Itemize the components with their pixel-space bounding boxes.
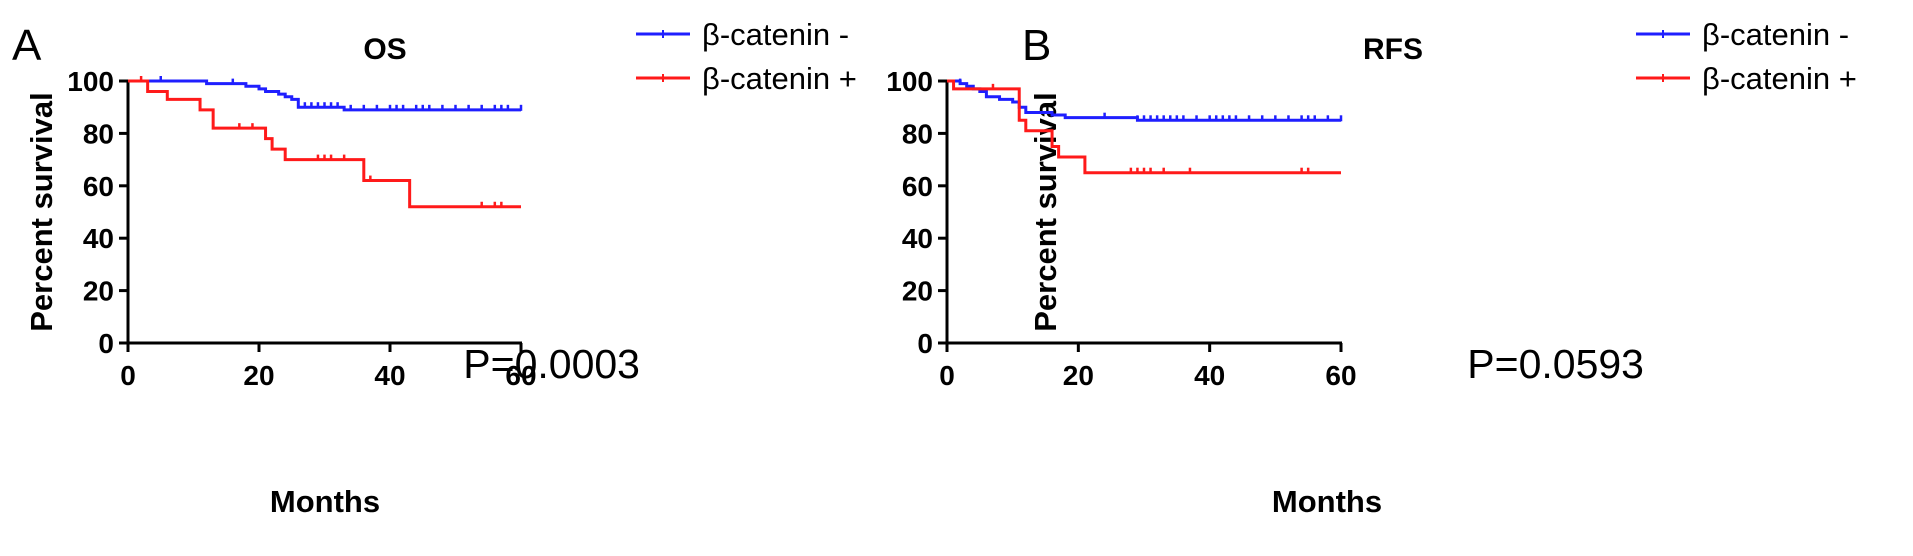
y-tick-label: 0: [917, 328, 933, 359]
legend-label-pos: β-catenin +: [1702, 61, 1857, 96]
y-tick-label: 0: [98, 328, 114, 359]
y-tick-label: 40: [83, 223, 114, 254]
p-value-annotation: P=0.0003: [463, 341, 640, 387]
y-tick-label: 40: [902, 223, 933, 254]
y-tick-label: 20: [902, 276, 933, 307]
km-curve-positive: [128, 79, 521, 209]
x-tick-label: 40: [1194, 360, 1225, 391]
x-tick-label: 60: [1325, 360, 1356, 391]
plot-area: 0 20 40 60 80 100 0 20 40 60: [67, 66, 536, 391]
panel-os: A OS Percent survival Months P=0.0003 β-…: [12, 17, 857, 519]
x-axis-label: Months: [270, 484, 380, 519]
x-axis-label: Months: [1272, 484, 1382, 519]
y-tick-label: 100: [886, 66, 933, 97]
y-tick-label: 60: [83, 171, 114, 202]
legend-label-neg: β-catenin -: [1702, 17, 1849, 52]
x-tick-label: 40: [374, 360, 405, 391]
p-value-annotation: P=0.0593: [1467, 341, 1644, 387]
chart-title: RFS: [1363, 33, 1423, 66]
y-axis-label: Percent survival: [24, 92, 59, 332]
y-tick-label: 20: [83, 276, 114, 307]
panel-rfs: B RFS Percent survival Months P=0.0593 β…: [886, 17, 1857, 519]
x-tick-label: 20: [243, 360, 274, 391]
km-curve-negative: [947, 79, 1341, 122]
y-tick-label: 60: [902, 171, 933, 202]
x-tick-label: 0: [120, 360, 136, 391]
y-tick-label: 80: [902, 118, 933, 149]
panel-label: B: [1022, 21, 1051, 70]
chart-title: OS: [363, 33, 406, 66]
y-tick-label: 100: [67, 66, 114, 97]
km-curve-negative: [128, 79, 521, 112]
y-tick-label: 80: [83, 118, 114, 149]
x-tick-label: 20: [1063, 360, 1094, 391]
y-axis-label: Percent survival: [1028, 92, 1063, 332]
x-tick-label: 60: [505, 360, 536, 391]
panel-label: A: [12, 21, 42, 70]
x-tick-label: 0: [939, 360, 955, 391]
legend-label-neg: β-catenin -: [702, 17, 849, 52]
legend-label-pos: β-catenin +: [702, 61, 857, 96]
legend: β-catenin - β-catenin +: [1636, 17, 1857, 96]
plot-area: 0 20 40 60 80 100 0 20 40 60: [886, 66, 1356, 391]
km-curve-positive: [947, 79, 1341, 175]
legend: β-catenin - β-catenin +: [636, 17, 857, 96]
